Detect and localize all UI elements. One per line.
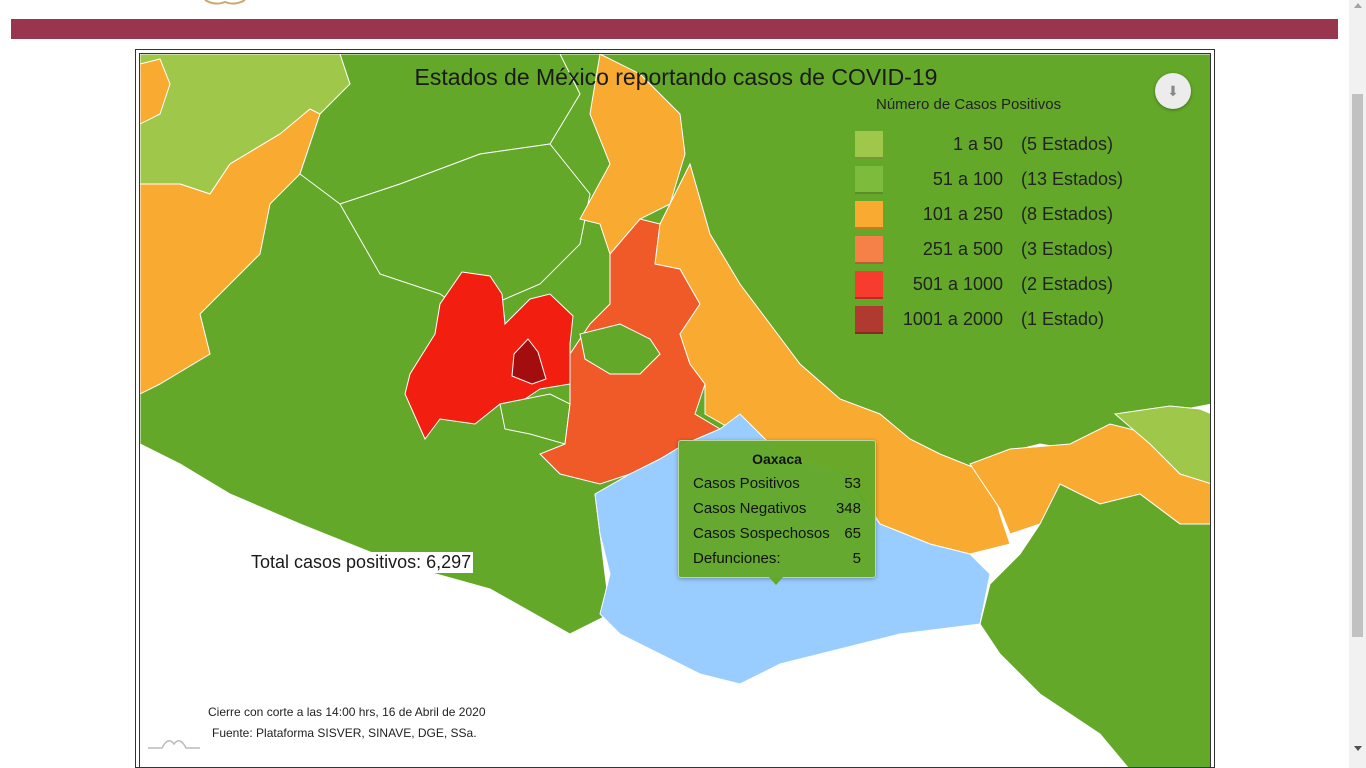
region-orange-west[interactable] <box>140 108 321 395</box>
region-green-tlaxcala[interactable] <box>579 323 661 375</box>
legend-item[interactable]: 51 a 100 (13 Estados) <box>840 162 1180 197</box>
tooltip-label: Defunciones: <box>693 550 781 567</box>
tooltip-value: 53 <box>844 475 861 492</box>
legend-title: Número de Casos Positivos <box>876 96 1062 113</box>
footer-source-note: Fuente: Plataforma SISVER, SINAVE, DGE, … <box>212 726 477 740</box>
state-tooltip: Oaxaca Casos Positivos 53 Casos Negativo… <box>678 440 876 585</box>
credit-mark-icon <box>148 740 200 749</box>
tooltip-row: Defunciones: 5 <box>693 550 861 575</box>
legend-range: 501 a 1000 <box>912 274 1003 294</box>
legend-item[interactable]: 1001 a 2000 (1 Estado) <box>840 302 1180 337</box>
footer-cutoff-note: Cierre con corte a las 14:00 hrs, 16 de … <box>208 705 486 719</box>
tooltip-row: Casos Negativos 348 <box>693 500 861 525</box>
tooltip-label: Casos Negativos <box>693 500 807 517</box>
legend-item[interactable]: 251 a 500 (3 Estados) <box>840 232 1180 267</box>
map-chart-frame: Estados de México reportando casos de CO… <box>135 49 1215 768</box>
logo-fragment <box>204 0 246 5</box>
legend-count: (5 Estados) <box>1021 134 1114 154</box>
legend-count: (8 Estados) <box>1021 204 1114 224</box>
legend-swatch <box>855 305 883 334</box>
legend-range: 101 a 250 <box>922 204 1003 224</box>
region-green-central[interactable] <box>339 143 591 315</box>
region-orange-nw-small[interactable] <box>140 58 171 125</box>
legend-swatch <box>855 270 883 299</box>
tooltip-value: 348 <box>835 500 861 517</box>
tooltip-value: 65 <box>844 525 861 542</box>
legend-item[interactable]: 1 a 50 (5 Estados) <box>840 127 1180 162</box>
tooltip-label: Casos Positivos <box>693 475 800 492</box>
download-icon: ⬇ <box>1167 82 1179 99</box>
region-orange-tabasco[interactable] <box>969 423 1211 535</box>
scroll-thumb[interactable] <box>1352 94 1363 637</box>
download-button[interactable]: ⬇ <box>1155 73 1191 109</box>
legend-swatch <box>855 200 883 229</box>
legend-swatch <box>855 235 883 264</box>
header-bar <box>11 19 1338 39</box>
tooltip-row: Casos Sospechosos 65 <box>693 525 861 550</box>
legend-range: 51 a 100 <box>932 169 1003 189</box>
total-positive-cases: Total casos positivos: 6,297 <box>249 552 474 573</box>
legend-range: 251 a 500 <box>922 239 1003 259</box>
legend: Número de Casos Positivos 1 a 50 (5 Esta… <box>840 96 1180 337</box>
legend-count: (3 Estados) <box>1021 239 1114 259</box>
region-red-edomex[interactable] <box>404 271 574 440</box>
legend-swatch <box>855 130 883 159</box>
scroll-down-icon[interactable] <box>1354 746 1362 751</box>
scroll-up-icon[interactable] <box>1354 3 1362 8</box>
legend-count: (2 Estados) <box>1021 274 1114 294</box>
tooltip-label: Casos Sospechosos <box>693 525 830 542</box>
mexico-map <box>140 54 1211 767</box>
legend-count: (13 Estados) <box>1021 169 1124 189</box>
ocean-area <box>140 444 1128 767</box>
region-lightgreen-east[interactable] <box>1113 405 1211 484</box>
tooltip-state-name: Oaxaca <box>752 451 802 467</box>
tooltip-value: 5 <box>852 550 861 567</box>
legend-range: 1 a 50 <box>952 134 1003 154</box>
tooltip-row: Casos Positivos 53 <box>693 475 861 500</box>
page-scrollbar[interactable] <box>1349 0 1366 768</box>
chart-title: Estados de México reportando casos de CO… <box>414 64 938 90</box>
legend-range: 1001 a 2000 <box>902 309 1003 329</box>
legend-item[interactable]: 101 a 250 (8 Estados) <box>840 197 1180 232</box>
legend-swatch <box>855 165 883 194</box>
legend-item[interactable]: 501 a 1000 (2 Estados) <box>840 267 1180 302</box>
map-chart-canvas: Estados de México reportando casos de CO… <box>139 53 1211 767</box>
legend-count: (1 Estado) <box>1021 309 1105 329</box>
region-darkred-cdmx[interactable] <box>511 338 547 385</box>
